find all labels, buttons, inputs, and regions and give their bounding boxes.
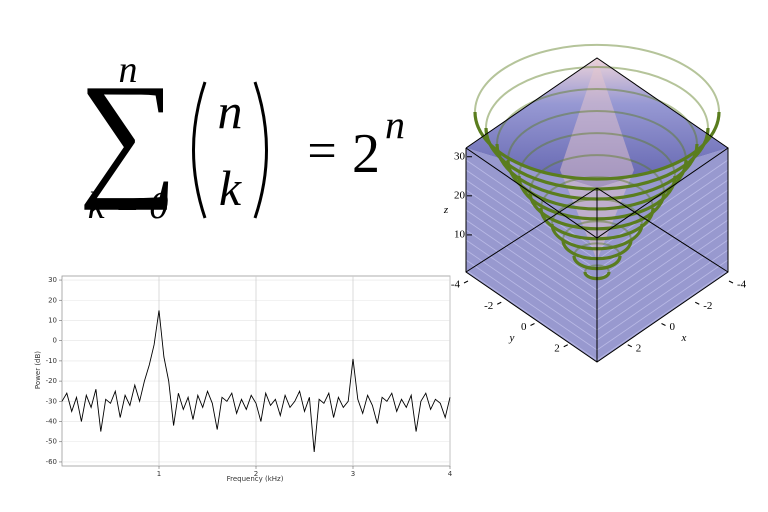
x-axis-label: x [681,332,687,344]
equals: = [307,123,336,180]
sum-upper: n [119,49,138,91]
cone-tip [560,60,634,260]
cube-edge [596,187,729,273]
x-tick-label: 1 [157,470,161,478]
x-tick-label: 2 [254,470,258,478]
y-tick-label: 10 [48,316,57,324]
y-tick-label: -50 [46,438,57,446]
binom-top: n [218,83,243,139]
ring-back [485,65,709,129]
formula: n ∑ k = 0 n k = 2 n [78,49,405,227]
ring [473,111,721,181]
x-tick-label: -2 [703,300,712,312]
z-tick-label: 30 [454,150,466,162]
z-tick-label: 20 [454,189,466,201]
sum-lower: k = 0 [88,185,169,227]
cube-edge [465,148,729,363]
ring-back [518,132,676,177]
y-tick-label: 0 [53,337,57,345]
z-tick-label: 10 [454,228,466,240]
x-tick [661,323,666,326]
y-tick-label: -4 [451,279,461,291]
spectrum-chart: Frequency (kHz) Power (dB) -60 -50 -40 -30 -… [34,275,453,483]
x-tick-label: 4 [448,470,453,478]
x-tick [627,344,632,348]
y-tick-label: 20 [48,296,57,304]
exponent: n [385,102,405,147]
y-axis-label: Power (dB) [34,351,42,389]
ring-back [540,176,654,209]
y-tick [463,280,469,284]
y-tick-label: 30 [48,276,57,284]
cube-edge [465,187,598,273]
surface-chart: z y x 10 20 30 -4 -2 0 2 -4 -2 0 2 [443,43,747,363]
ring-back [529,154,665,193]
y-tick [563,344,568,348]
paren-left [192,81,207,219]
binom-bottom: k [219,160,242,216]
x-tick-label: 3 [351,470,355,478]
y-axis-label: y [509,332,515,344]
x-tick [728,280,734,284]
y-tick-label: 2 [554,342,560,354]
x-tick-label: -4 [737,279,747,291]
sigma: ∑ [78,56,178,211]
y-tick [497,301,502,305]
x-axis-label: Frequency (kHz) [227,475,284,483]
y-tick [530,323,535,326]
ring-back [507,110,687,161]
y-tick-label: -20 [46,377,57,385]
paren-right [253,81,268,219]
y-tick-label: -30 [46,397,57,405]
y-tick-label: -60 [46,458,57,466]
cube-frame [465,57,729,363]
x-tick-label: 0 [670,321,676,333]
x-tick-label: 2 [636,342,642,354]
y-tick-label: 0 [521,321,527,333]
x-tick [695,301,700,305]
y-tick-label: -2 [484,300,493,312]
y-tick-label: -40 [46,418,57,426]
y-tick-label: -10 [46,357,57,365]
spectrum-line [61,310,451,452]
base: 2 [352,123,380,185]
z-axis-label: z [443,204,449,216]
ring-back [474,43,720,113]
